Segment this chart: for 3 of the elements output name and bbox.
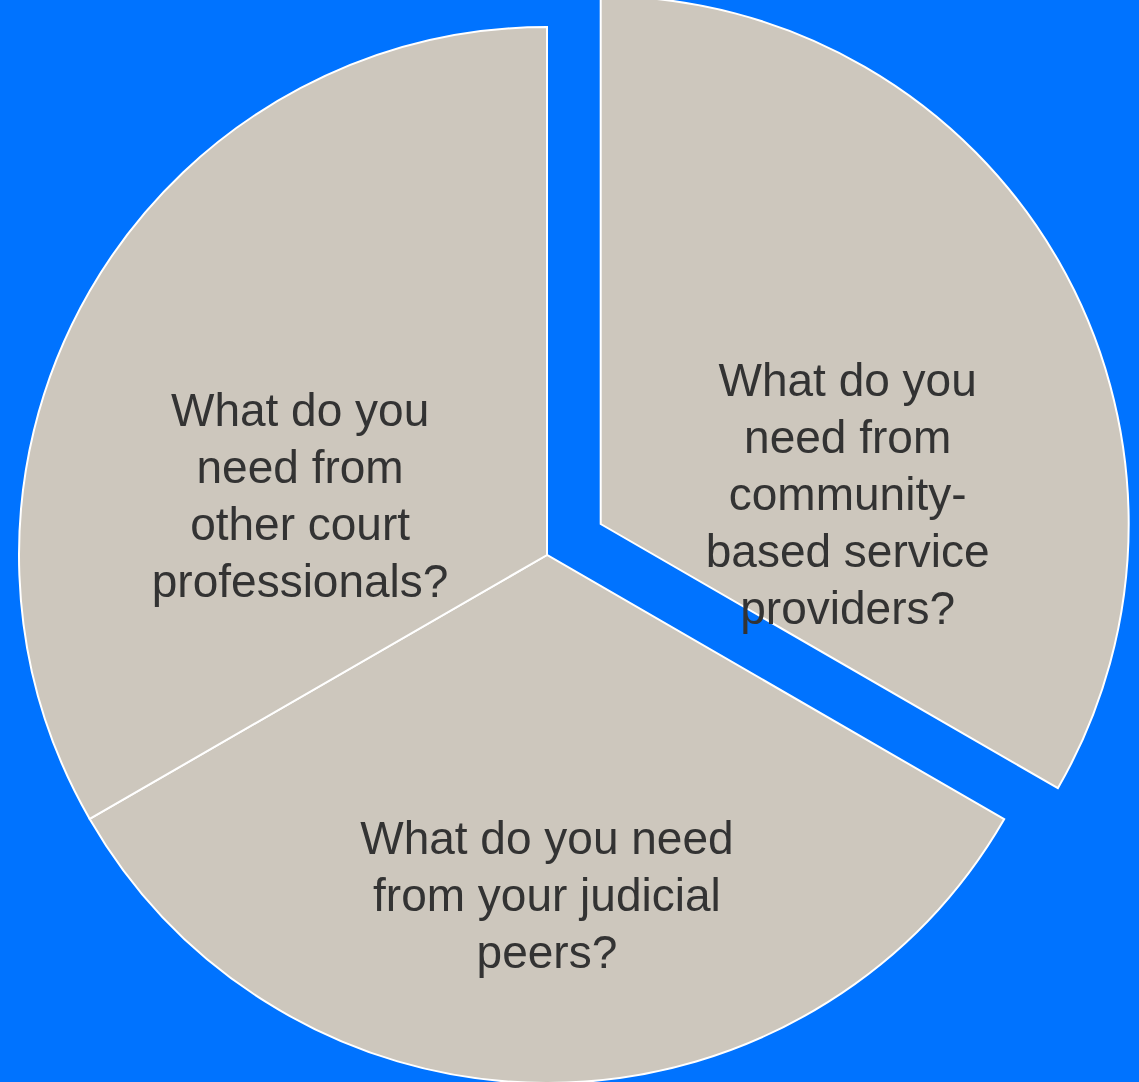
slice-label: What do you need from other court professionals?	[151, 384, 449, 608]
slice-label: What do you need from community-based service providers?	[705, 353, 990, 634]
slice-label: What do you need from your judicial peers?	[360, 812, 734, 979]
